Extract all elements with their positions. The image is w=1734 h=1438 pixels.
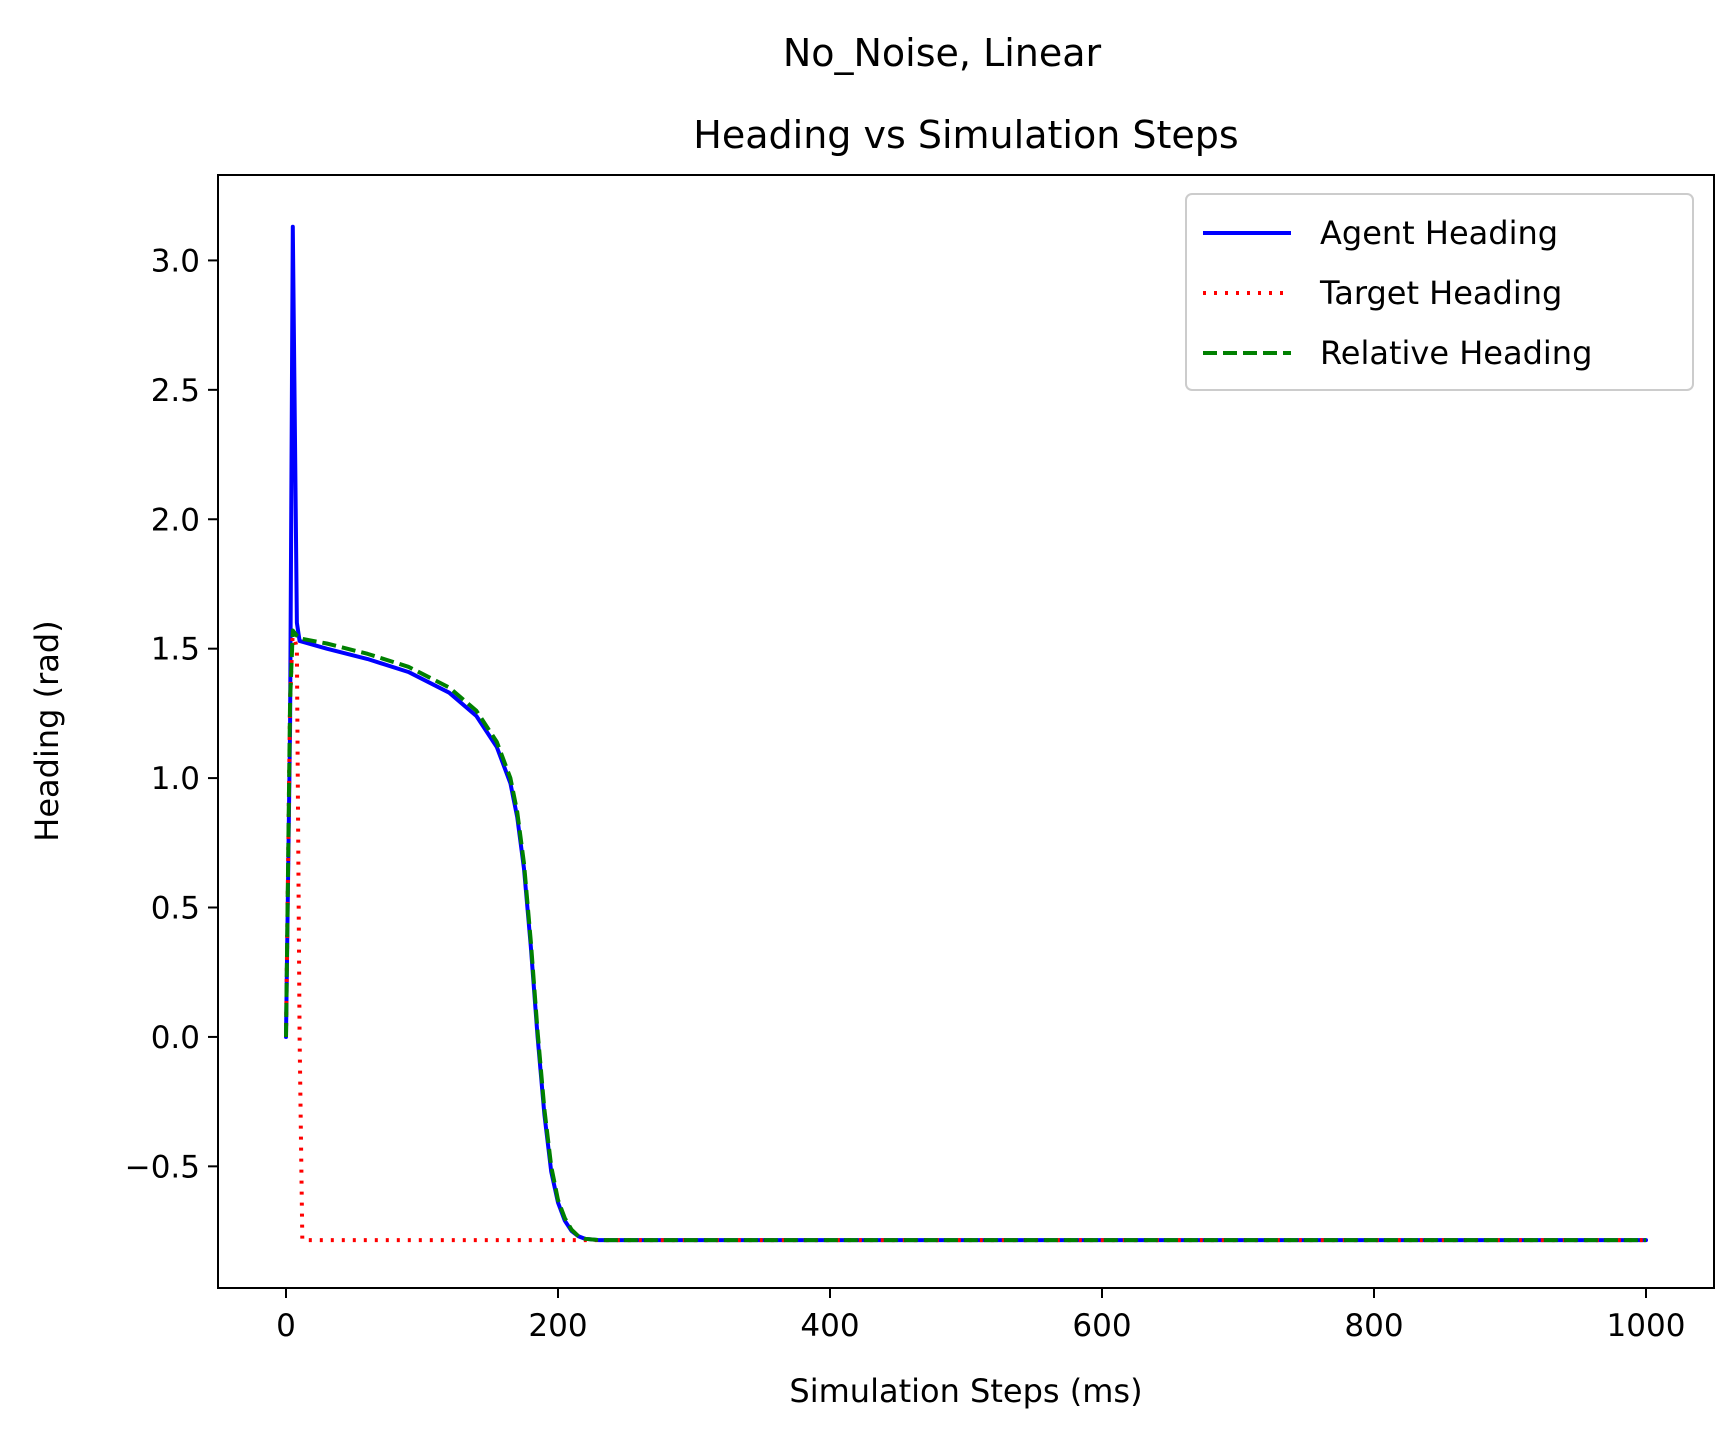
x-axis-ticks: 0 200 400 600 800 1000 [276, 1288, 1685, 1344]
x-axis-label: Simulation Steps (ms) [789, 1372, 1142, 1410]
series-line-relative-heading [284, 628, 1646, 1243]
y-axis-ticks: −0.5 0.0 0.5 1.0 1.5 2.0 2.5 3.0 [125, 243, 218, 1185]
legend-label: Target Heading [1319, 274, 1562, 312]
y-tick-label: 0.5 [151, 891, 200, 927]
x-tick-label: 600 [1072, 1308, 1131, 1344]
legend-box [1185, 193, 1694, 391]
y-tick-label: −0.5 [125, 1149, 200, 1185]
y-tick-label: 2.5 [151, 373, 200, 409]
figure-suptitle: No_Noise, Linear [783, 31, 1102, 75]
x-tick-label: 200 [528, 1308, 587, 1344]
legend-label: Relative Heading [1320, 334, 1592, 372]
y-tick-label: 2.0 [151, 502, 200, 538]
y-axis-label: Heading (rad) [28, 620, 66, 841]
legend: Agent Heading Target Heading Relative Head… [1185, 193, 1694, 391]
x-tick-label: 400 [800, 1308, 859, 1344]
legend-entries: Agent Heading Target Heading Relative Head… [1203, 214, 1592, 372]
y-tick-label: 0.0 [151, 1020, 200, 1056]
chart-title: Heading vs Simulation Steps [693, 113, 1238, 157]
x-tick-label: 0 [276, 1308, 296, 1344]
y-tick-label: 1.0 [151, 761, 200, 797]
axes-frame [217, 174, 1715, 1289]
legend-label: Agent Heading [1320, 214, 1558, 252]
series-layer [284, 224, 1648, 1243]
y-tick-label: 1.5 [151, 632, 200, 668]
x-tick-label: 800 [1344, 1308, 1403, 1344]
x-tick-label: 1000 [1607, 1308, 1686, 1344]
y-tick-label: 3.0 [151, 243, 200, 279]
